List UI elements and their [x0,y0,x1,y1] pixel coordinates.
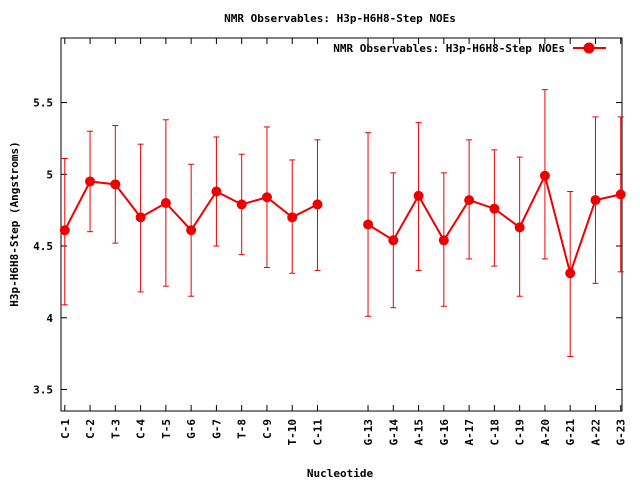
data-point [388,235,399,246]
data-point [615,189,626,200]
data-point [464,195,475,206]
data-point [363,219,374,230]
data-point [59,225,70,236]
x-tick-label: G-21 [564,419,577,446]
x-tick-label: C-1 [59,419,72,439]
y-tick-label: 3.5 [33,383,53,396]
plot-frame [60,37,623,412]
data-point [236,199,247,210]
x-tick-label: G-13 [362,419,375,446]
x-tick-label: C-2 [84,419,97,439]
data-point [489,203,500,214]
x-tick-label: C-11 [311,419,324,446]
data-point [85,176,96,187]
data-point [312,199,323,210]
y-tick-label: 4 [46,312,53,325]
legend-marker [583,42,595,54]
data-point [211,186,222,197]
data-point [539,170,550,181]
y-axis: 3.5 4 4.5 5 5.5 [33,97,622,396]
data-point [261,192,272,203]
data-point [110,179,121,190]
y-tick-label: 5.5 [33,97,53,110]
x-tick-label: T-3 [109,419,122,439]
x-tick-label: T-10 [286,419,299,446]
data-point [413,190,424,201]
x-tick-label: T-8 [236,419,249,439]
x-tick-label: A-20 [539,419,552,446]
x-axis-label: Nucleotide [307,467,374,480]
data-point [438,235,449,246]
x-tick-label: G-16 [438,419,451,446]
x-tick-label: G-23 [615,419,628,446]
x-tick-label: G-6 [185,419,198,439]
x-tick-label: C-9 [261,419,274,439]
data-point [186,225,197,236]
data-point [565,268,576,279]
x-tick-label: G-14 [387,419,400,446]
x-tick-label: T-5 [160,419,173,439]
x-tick-label: A-15 [413,419,426,446]
x-tick-label: G-7 [210,419,223,439]
data-point [514,222,525,233]
x-tick-label: A-17 [463,419,476,446]
data-point [135,212,146,223]
x-tick-label: A-22 [589,419,602,446]
x-tick-label: C-18 [488,419,501,446]
legend: NMR Observables: H3p-H6H8-Step NOEs [333,42,606,55]
x-axis: C-1 C-2 T-3 C-4 T-5 G-6 G-7 T-8 C-9 T-10 C-11 G-13 G… [59,38,628,446]
chart-title: NMR Observables: H3p-H6H8-Step NOEs [224,12,456,25]
y-tick-label: 5 [46,168,53,181]
legend-label: NMR Observables: H3p-H6H8-Step NOEs [333,42,565,55]
series-layer [59,89,626,357]
y-axis-label: H3p-H6H8-Step (Angstroms) [8,141,21,307]
x-tick-label: C-19 [514,419,527,446]
y-tick-label: 4.5 [33,240,53,253]
data-point [287,212,298,223]
data-point [160,197,171,208]
data-point [590,195,601,206]
x-tick-label: C-4 [135,419,148,439]
